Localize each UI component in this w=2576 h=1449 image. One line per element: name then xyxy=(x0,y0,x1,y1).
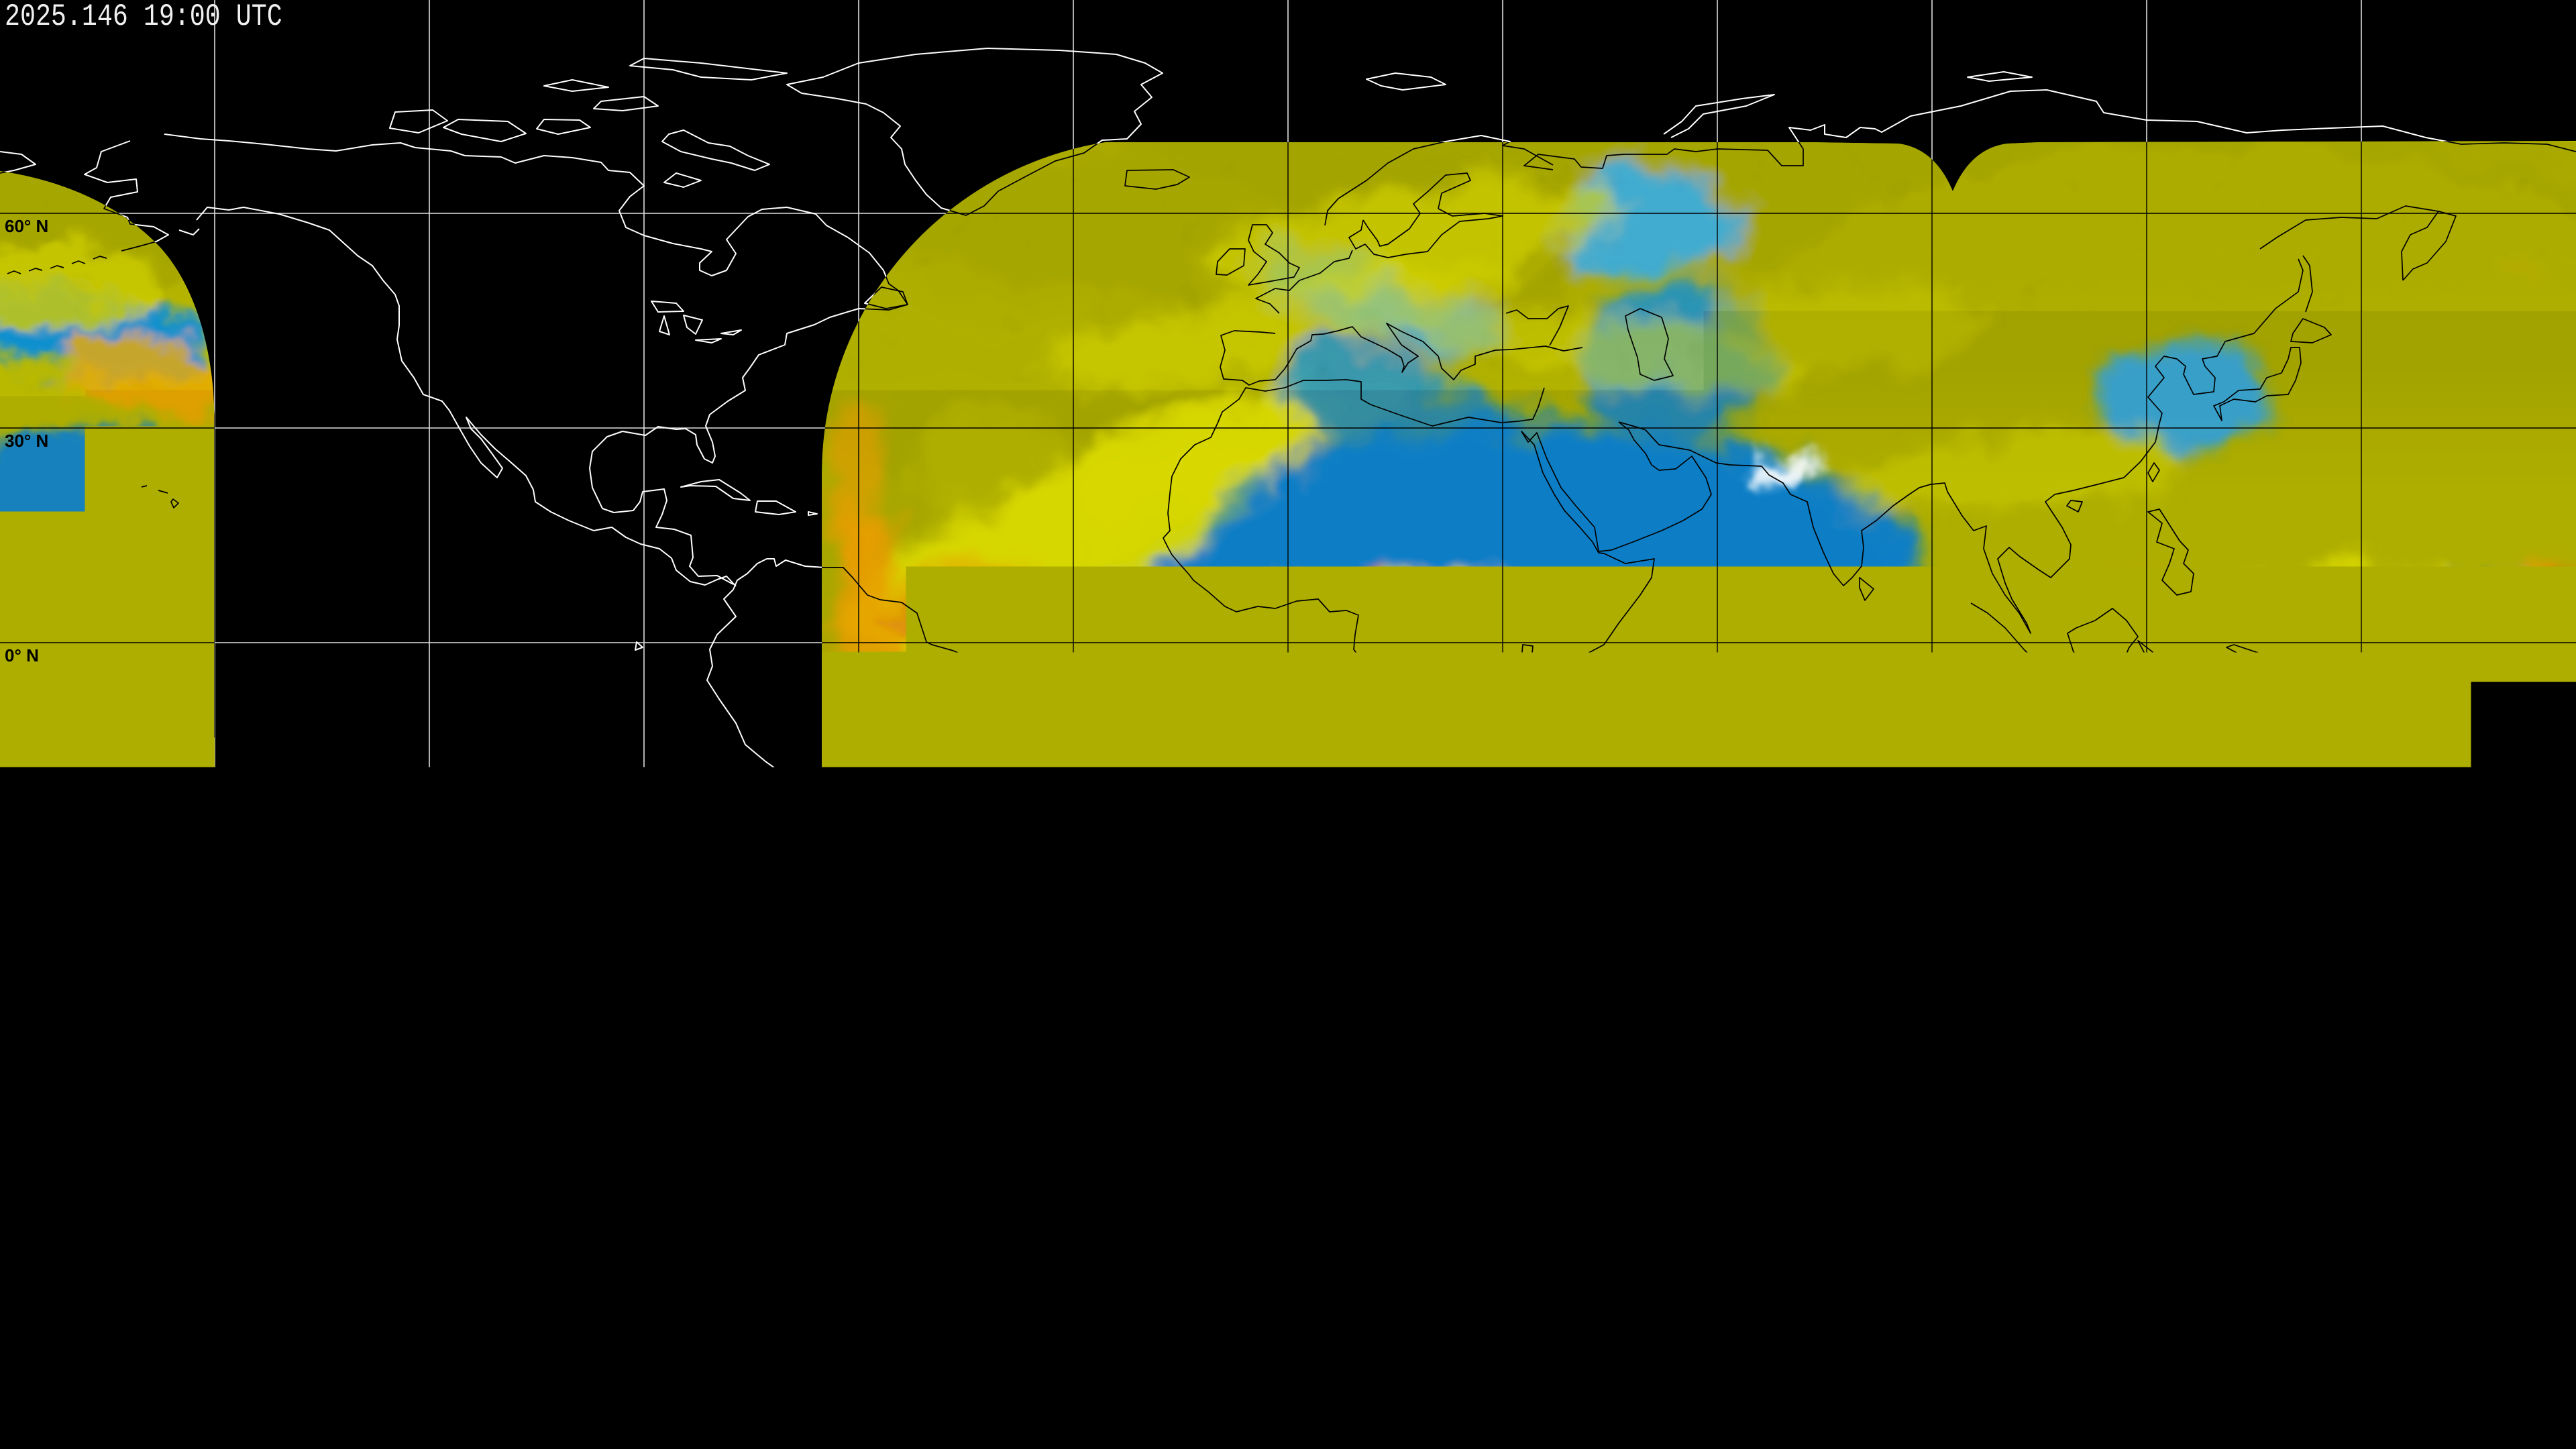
svg-text:190: 190 xyxy=(787,1340,831,1375)
svg-text:310: 310 xyxy=(1888,1340,1933,1375)
svg-text:30° N: 30° N xyxy=(5,431,48,451)
svg-text:260: 260 xyxy=(1430,1340,1474,1375)
svg-text:270: 270 xyxy=(1521,1340,1566,1375)
svg-text:0° N: 0° N xyxy=(5,645,39,665)
svg-text:230: 230 xyxy=(1154,1340,1198,1375)
svg-text:Brightness Temperature in 6.75: Brightness Temperature in 6.75um, Kelvin xyxy=(970,1374,1646,1406)
svg-text:280: 280 xyxy=(1613,1340,1657,1375)
svg-text:60° S: 60° S xyxy=(5,1075,48,1095)
svg-text:2025.146 19:00 UTC: 2025.146 19:00 UTC xyxy=(5,0,282,34)
svg-text:300: 300 xyxy=(1796,1340,1841,1375)
svg-text:30° S: 30° S xyxy=(5,860,48,880)
svg-text:60° N: 60° N xyxy=(5,216,48,236)
svg-text:180: 180 xyxy=(695,1340,739,1375)
svg-text:210: 210 xyxy=(971,1340,1015,1375)
svg-text:240: 240 xyxy=(1246,1340,1290,1375)
svg-text:200: 200 xyxy=(879,1340,923,1375)
svg-text:290: 290 xyxy=(1705,1340,1749,1375)
svg-text:250: 250 xyxy=(1338,1340,1382,1375)
svg-text:220: 220 xyxy=(1062,1340,1106,1375)
